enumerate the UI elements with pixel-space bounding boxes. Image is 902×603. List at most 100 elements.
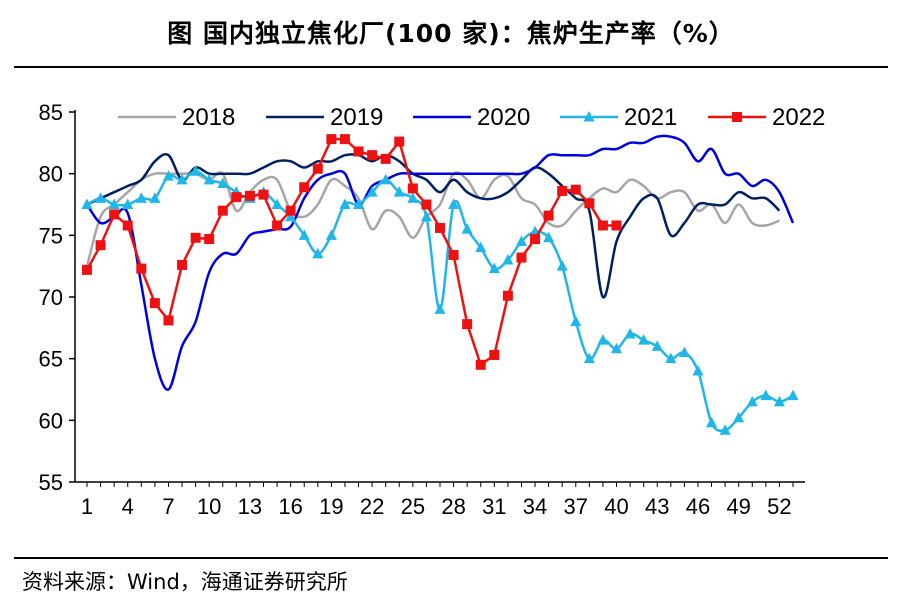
point-2021 — [380, 173, 392, 185]
chart-legend: 2018 2019 2020 2021 2022 — [118, 104, 825, 131]
point-2021 — [719, 424, 731, 435]
x-tick-label: 34 — [523, 494, 547, 519]
point-2021 — [271, 198, 283, 209]
point-2022 — [204, 234, 215, 245]
x-tick-label: 52 — [767, 494, 791, 519]
point-2021 — [149, 192, 161, 203]
point-2022 — [475, 359, 486, 370]
bottom-rule — [14, 557, 888, 559]
point-2022 — [353, 146, 364, 157]
legend-label-2020: 2020 — [477, 104, 530, 131]
point-2021 — [638, 334, 650, 345]
x-tick-label: 1 — [81, 494, 93, 519]
point-2022 — [326, 134, 337, 145]
point-2022 — [244, 190, 255, 201]
chart-axes: 55 60 65 70 75 80 85 1 4 7 10 13 16 19 22 25 28 31 34 37 40 4… — [39, 100, 805, 519]
point-2021 — [407, 192, 419, 203]
y-tick-label: 70 — [39, 285, 63, 310]
x-tick-label: 46 — [686, 494, 710, 519]
series-2019 — [86, 153, 781, 299]
point-2021 — [692, 365, 704, 376]
point-2021 — [434, 303, 446, 314]
point-2021 — [461, 223, 473, 234]
legend-label-2018: 2018 — [182, 104, 235, 131]
y-tick-label: 80 — [39, 162, 63, 187]
x-tick-label: 13 — [238, 494, 262, 519]
point-2021 — [678, 346, 690, 357]
point-2022 — [122, 220, 133, 231]
point-2021 — [353, 198, 365, 209]
point-2021 — [312, 247, 324, 259]
series-2022 — [82, 134, 622, 370]
y-tick-label: 85 — [39, 100, 63, 125]
point-2022 — [231, 192, 242, 203]
point-2022 — [109, 209, 120, 220]
point-2022 — [597, 220, 608, 231]
point-2022 — [82, 264, 92, 275]
point-2022 — [557, 185, 568, 196]
point-2022 — [163, 315, 174, 326]
point-2021 — [95, 192, 107, 203]
point-2022 — [95, 240, 106, 251]
point-2021 — [448, 198, 460, 209]
point-2021 — [515, 235, 527, 246]
legend-label-2021: 2021 — [624, 104, 677, 131]
point-2021 — [217, 177, 229, 189]
chart-title: 图 国内独立焦化厂(100 家)：焦炉生产率（%） — [167, 19, 735, 48]
point-2021 — [543, 231, 555, 243]
point-2022 — [217, 205, 228, 216]
point-2021 — [475, 241, 487, 253]
point-2021 — [502, 254, 514, 265]
point-2021 — [366, 186, 378, 197]
x-tick-label: 22 — [360, 494, 384, 519]
point-2022 — [367, 150, 378, 161]
series-2020 — [85, 134, 795, 391]
x-tick-label: 19 — [319, 494, 343, 519]
x-tick-label: 28 — [441, 494, 465, 519]
point-2021 — [285, 210, 297, 222]
point-2022 — [272, 220, 283, 231]
point-2021 — [556, 260, 568, 271]
point-2022 — [570, 184, 581, 195]
point-2021 — [488, 262, 500, 274]
point-2022 — [489, 349, 500, 360]
series-layer — [81, 134, 799, 435]
x-tick-label: 31 — [482, 494, 506, 519]
x-tick-label: 43 — [645, 494, 669, 519]
point-2022 — [584, 198, 595, 209]
point-2021 — [787, 389, 799, 401]
point-2021 — [583, 352, 595, 364]
point-2021 — [746, 395, 758, 407]
x-tick-label: 37 — [564, 494, 588, 519]
point-2021 — [420, 210, 432, 222]
legend-marker-2022 — [732, 112, 742, 122]
y-tick-label: 65 — [39, 347, 63, 372]
x-tick-label: 7 — [162, 494, 174, 519]
legend-item-2022: 2022 — [708, 104, 825, 131]
point-2021 — [298, 229, 310, 240]
source-note: 资料来源：Wind，海通证券研究所 — [22, 570, 348, 594]
point-2021 — [325, 229, 337, 240]
y-tick-label: 55 — [39, 470, 63, 495]
point-2022 — [516, 252, 527, 263]
x-tick-label: 49 — [726, 494, 750, 519]
x-tick-label: 25 — [401, 494, 425, 519]
point-2022 — [611, 220, 622, 231]
point-2022 — [258, 189, 269, 200]
point-2021 — [190, 165, 202, 176]
point-2022 — [339, 134, 350, 145]
point-2022 — [299, 182, 310, 193]
legend-label-2019: 2019 — [330, 104, 383, 131]
point-2021 — [611, 342, 622, 354]
y-tick-label: 60 — [39, 408, 63, 433]
point-2022 — [462, 319, 473, 330]
point-2022 — [136, 263, 147, 274]
point-2021 — [706, 416, 718, 428]
point-2021 — [773, 395, 785, 407]
legend-label-2022: 2022 — [772, 104, 825, 131]
series-line-2019 — [86, 153, 781, 299]
chart-title-area: 图 国内独立焦化厂(100 家)：焦炉生产率（%） — [14, 0, 888, 66]
x-tick-label: 40 — [604, 494, 628, 519]
point-2022 — [312, 163, 323, 174]
series-2021 — [81, 165, 799, 435]
